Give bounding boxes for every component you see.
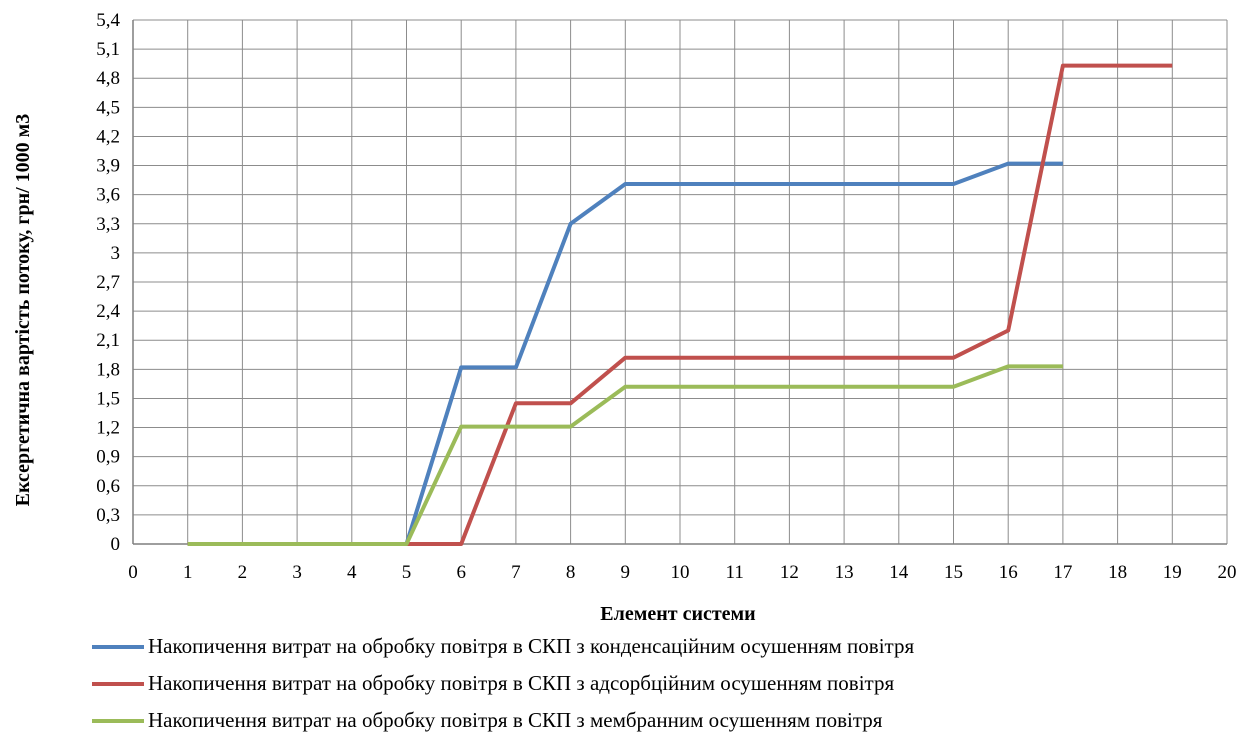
legend-label-membrane: Накопичення витрат на обробку повітря в … — [148, 708, 882, 733]
legend: Накопичення витрат на обробку повітря в … — [92, 628, 914, 739]
x-tick-label: 4 — [347, 562, 357, 583]
x-tick-label: 7 — [511, 562, 521, 583]
legend-swatch-condensation — [92, 645, 144, 649]
x-tick-label: 0 — [128, 562, 138, 583]
x-tick-label: 5 — [402, 562, 412, 583]
y-tick-label: 3,3 — [96, 214, 120, 235]
y-tick-label: 4,8 — [96, 68, 120, 89]
y-axis-ticks: 0 0,3 0,6 0,9 1,2 1,5 1,8 2,1 2,4 2,7 3 3,3 3,6 3,9 4,… — [96, 10, 120, 555]
x-tick-label: 9 — [621, 562, 631, 583]
x-tick-label: 14 — [889, 562, 909, 583]
y-tick-label: 0,9 — [96, 447, 120, 468]
x-tick-label: 2 — [238, 562, 248, 583]
legend-swatch-membrane — [92, 719, 144, 723]
x-tick-label: 17 — [1053, 562, 1072, 583]
y-tick-label: 2,7 — [96, 272, 120, 293]
y-tick-label: 3,9 — [96, 156, 120, 177]
legend-label-adsorption: Накопичення витрат на обробку повітря в … — [148, 671, 894, 696]
legend-item-adsorption: Накопичення витрат на обробку повітря в … — [92, 665, 914, 702]
x-axis-ticks: 0 1 2 3 4 5 6 7 8 9 10 11 12 13 14 15 16 17 18 19 20 — [128, 562, 1236, 583]
y-tick-label: 2,4 — [96, 301, 120, 322]
y-tick-label: 2,1 — [96, 330, 120, 351]
x-tick-label: 1 — [183, 562, 193, 583]
y-tick-label: 1,2 — [96, 418, 120, 439]
y-tick-label: 1,8 — [96, 359, 120, 380]
x-tick-label: 15 — [944, 562, 963, 583]
y-tick-label: 3 — [111, 243, 121, 264]
y-tick-label: 4,5 — [96, 97, 120, 118]
x-tick-label: 6 — [456, 562, 466, 583]
legend-item-membrane: Накопичення витрат на обробку повітря в … — [92, 702, 914, 739]
legend-label-condensation: Накопичення витрат на обробку повітря в … — [148, 634, 914, 659]
y-tick-label: 0 — [111, 534, 121, 555]
y-tick-label: 3,6 — [96, 185, 120, 206]
y-tick-label: 1,5 — [96, 388, 120, 409]
y-axis-title: Ексергетична вартість потоку, грн/ 1000 … — [12, 114, 34, 507]
y-tick-label: 5,4 — [96, 10, 120, 31]
x-tick-label: 16 — [999, 562, 1018, 583]
x-tick-label: 3 — [292, 562, 302, 583]
y-tick-label: 0,3 — [96, 505, 120, 526]
grid-lines — [133, 20, 1227, 544]
x-tick-label: 20 — [1218, 562, 1237, 583]
legend-item-condensation: Накопичення витрат на обробку повітря в … — [92, 628, 914, 665]
x-tick-label: 18 — [1108, 562, 1127, 583]
y-tick-label: 0,6 — [96, 476, 120, 497]
legend-swatch-adsorption — [92, 682, 144, 686]
line-chart: 0 0,3 0,6 0,9 1,2 1,5 1,8 2,1 2,4 2,7 3 3,3 3,6 3,9 4,… — [0, 0, 1251, 630]
x-axis-title: Елемент системи — [600, 603, 755, 625]
x-tick-label: 19 — [1163, 562, 1182, 583]
x-tick-label: 13 — [835, 562, 854, 583]
y-tick-label: 4,2 — [96, 126, 120, 147]
y-tick-label: 5,1 — [96, 39, 120, 60]
x-tick-label: 10 — [671, 562, 690, 583]
x-tick-label: 8 — [566, 562, 576, 583]
x-tick-label: 12 — [780, 562, 799, 583]
x-tick-label: 11 — [726, 562, 744, 583]
